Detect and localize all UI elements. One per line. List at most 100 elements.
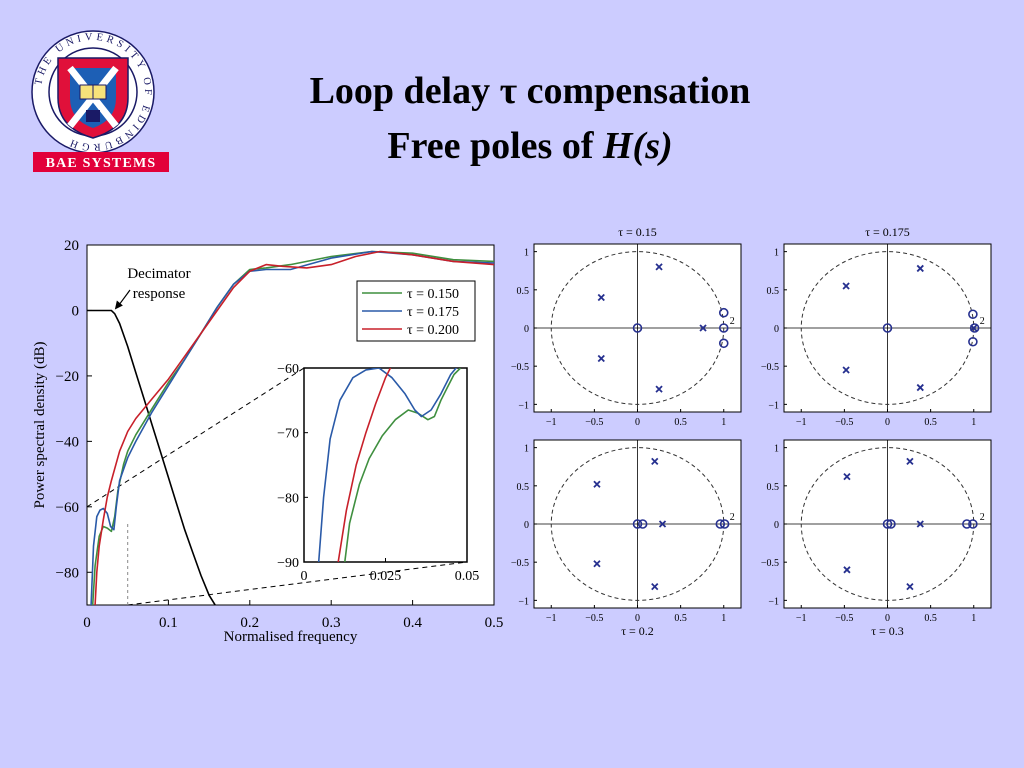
pz-x-tick-label: 0.5 [674,613,687,624]
pole-marker [655,385,663,393]
legend-label: τ = 0.200 [407,323,459,338]
brand-bar [33,152,169,172]
pole-marker [593,480,601,488]
legend-label: τ = 0.150 [407,287,459,302]
pz-x-tick-label: 1 [971,417,976,428]
inset-plot-area [303,367,468,563]
inset-y-tick-label: −70 [277,427,299,442]
zero-marker [718,307,729,318]
pz-y-tick-label: 0 [524,324,529,335]
zero-marker [882,519,893,529]
zero-marker [969,323,980,333]
zero-marker [882,323,893,333]
zero-marker [968,519,978,529]
zero-marker [719,519,730,529]
multiplicity-label: 2 [980,316,985,327]
zero-marker [968,336,978,347]
subtitle-italic: H(s) [602,125,673,167]
pz-y-tick-label: 0 [524,520,529,531]
pole-marker [651,582,659,591]
university-logo: THE UNIVERSITY OF EDINBURGH BAE SYSTEMS [28,28,173,178]
series-line-3 [94,250,494,605]
pole-marker [843,473,851,481]
pole-marker [842,366,850,374]
pz-title: τ = 0.2 [621,624,654,638]
pz-x-tick-label: −1 [796,613,807,624]
pz-y-tick-label: 0.5 [767,482,780,493]
zero-marker [715,519,726,529]
series-line-2 [90,250,494,605]
zero-marker [962,519,972,529]
pole-zero-plot-4: −1 −0.5 0 0.5 1 1 0.5 0 −0.5 −1 τ = 0.3 2 [761,439,992,638]
pz-title: τ = 0.175 [865,225,910,239]
inset-y-tick-label: −90 [277,556,299,571]
pole-marker [655,263,663,271]
inset-series-line-3 [337,368,392,562]
pz-x-tick-label: −0.5 [585,613,603,624]
inset-series-line-2 [317,368,458,562]
pz-y-tick-label: −1 [518,596,529,607]
psd-chart: 0 0.1 0.2 0.3 0.4 0.5 20 0 −20 −40 −60 −80 Normalise… [32,238,503,645]
subtitle-prefix: Free poles of [387,125,603,167]
x-tick-label: 0.2 [240,615,259,631]
zero-marker [886,519,896,529]
pole-marker [593,560,601,568]
x-tick-label: 0.4 [403,615,422,631]
pz-y-tick-label: −1 [518,400,529,411]
zoom-guide-top [87,367,305,508]
pole-marker [843,566,851,574]
pz-y-tick-label: 0.5 [517,482,530,493]
plot-lines [87,250,494,605]
pole-zero-plot-3: −1 −0.5 0 0.5 1 1 0.5 0 −0.5 −1 τ = 0.2 2 [511,439,742,638]
unit-circle [800,447,975,601]
pz-y-tick-label: 0.5 [767,286,780,297]
y-tick-label: −60 [56,500,79,516]
zero-marker [968,309,978,320]
pole-marker [842,282,850,290]
pz-x-tick-label: 1 [721,417,726,428]
pole-marker [916,383,924,392]
pz-y-tick-label: 0 [774,520,779,531]
pz-y-tick-label: −1 [768,400,779,411]
x-axis-label: Normalised frequency [224,629,358,645]
pz-x-tick-label: −0.5 [585,417,603,428]
pz-y-tick-label: 1 [524,444,529,455]
y-tick-label: −80 [56,565,79,581]
inset-y-tick-label: −60 [277,362,299,377]
decimator-response-line [87,309,217,605]
pz-x-tick-label: 0 [635,613,640,624]
annotation-text: response [133,286,186,302]
y-tick-label: −40 [56,434,79,450]
zero-marker [632,323,643,333]
zero-marker [718,338,729,349]
pole-marker [699,324,707,332]
pz-title: τ = 0.3 [871,624,904,638]
pz-x-tick-label: −0.5 [835,417,853,428]
pz-title: τ = 0.15 [618,225,657,239]
pz-y-tick-label: 1 [774,444,779,455]
pole-marker [597,354,605,363]
slide-subtitle: Free poles of H(s) [200,127,860,165]
pz-y-tick-label: 1 [774,248,779,259]
pz-y-tick-label: 1 [524,248,529,259]
brand-name: BAE SYSTEMS [46,156,157,171]
pole-marker [916,520,924,528]
multiplicity-label: 2 [730,316,735,327]
x-tick-label: 0.1 [159,615,178,631]
pz-y-tick-label: −0.5 [761,362,779,373]
series-line-1 [91,250,494,605]
inset-x-tick-label: 0.025 [370,569,402,584]
y-tick-label: −20 [56,369,79,385]
pole-marker [651,457,659,466]
y-tick-label: 20 [64,238,79,254]
pz-x-tick-label: −1 [546,613,557,624]
slide-title: Loop delay τ compensation [309,70,751,112]
shield-icon [57,57,129,139]
zero-marker [632,519,643,529]
zoom-guide-bottom [127,561,468,605]
x-tick-label: 0 [83,615,91,631]
pz-y-tick-label: 0 [774,324,779,335]
zero-marker [637,519,648,529]
y-axis-label: Power spectral density (dB) [32,341,48,508]
inset-series-line-1 [344,368,462,562]
